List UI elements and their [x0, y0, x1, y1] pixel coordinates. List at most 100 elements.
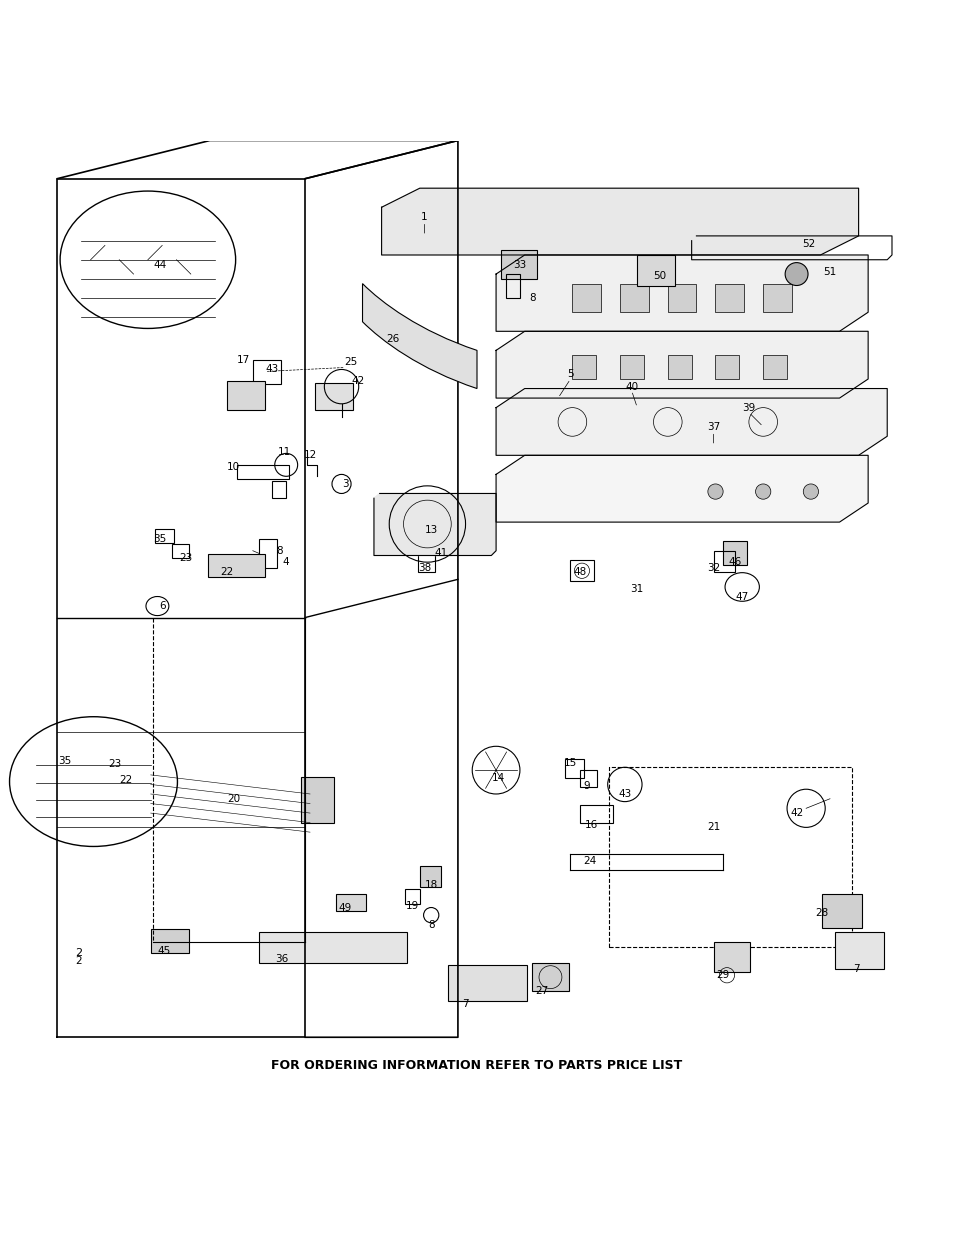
Text: FOR ORDERING INFORMATION REFER TO PARTS PRICE LIST: FOR ORDERING INFORMATION REFER TO PARTS … — [271, 1060, 682, 1072]
Text: 25: 25 — [344, 357, 357, 367]
Bar — [151, 930, 189, 953]
Bar — [579, 805, 613, 823]
Bar — [570, 561, 594, 582]
Text: 14: 14 — [491, 773, 504, 783]
Text: 21: 21 — [706, 823, 720, 832]
Text: 6: 6 — [159, 601, 165, 611]
Text: 10: 10 — [227, 462, 240, 472]
Text: 35: 35 — [153, 535, 167, 545]
Bar — [253, 359, 281, 384]
Bar — [259, 540, 276, 568]
Bar — [500, 251, 537, 279]
Bar — [637, 254, 675, 285]
Text: 43: 43 — [265, 364, 278, 374]
Text: 48: 48 — [573, 567, 586, 577]
Bar — [434, 541, 451, 556]
Ellipse shape — [784, 263, 807, 285]
Text: 18: 18 — [424, 879, 437, 889]
Bar — [154, 529, 173, 543]
Bar — [579, 771, 597, 787]
Text: 36: 36 — [274, 953, 288, 965]
Text: 15: 15 — [563, 757, 577, 767]
Bar — [722, 541, 746, 566]
Text: 12: 12 — [303, 451, 316, 461]
Text: 29: 29 — [716, 971, 729, 981]
Bar — [448, 965, 526, 1002]
Text: 35: 35 — [58, 756, 71, 766]
Bar — [667, 284, 696, 312]
Bar — [314, 383, 353, 410]
Text: 44: 44 — [153, 259, 167, 269]
Text: 9: 9 — [583, 782, 589, 792]
Text: 46: 46 — [727, 557, 740, 567]
Text: 13: 13 — [424, 525, 437, 535]
Text: 23: 23 — [108, 760, 121, 769]
Polygon shape — [381, 188, 858, 254]
Bar — [572, 356, 596, 379]
Text: 8: 8 — [428, 920, 434, 930]
Text: 28: 28 — [815, 908, 828, 919]
Ellipse shape — [707, 484, 722, 499]
Text: 4: 4 — [283, 557, 289, 567]
Text: 37: 37 — [706, 421, 720, 432]
Bar — [236, 464, 289, 479]
Bar — [762, 356, 786, 379]
Bar — [300, 777, 334, 823]
Bar — [259, 932, 407, 963]
Text: 52: 52 — [801, 238, 815, 248]
Text: 50: 50 — [653, 270, 666, 282]
Text: 51: 51 — [822, 267, 836, 277]
Bar — [505, 274, 519, 298]
Bar — [419, 866, 440, 887]
Text: 49: 49 — [338, 904, 352, 914]
Text: 17: 17 — [236, 354, 250, 364]
Text: 38: 38 — [417, 563, 431, 573]
Text: 5: 5 — [567, 369, 573, 379]
Text: 2: 2 — [74, 948, 82, 958]
Text: 20: 20 — [227, 794, 240, 804]
Bar — [532, 963, 568, 992]
Text: 22: 22 — [119, 774, 132, 784]
Text: 11: 11 — [277, 447, 291, 457]
Ellipse shape — [802, 484, 818, 499]
Text: 40: 40 — [624, 382, 638, 391]
Text: 33: 33 — [513, 259, 526, 269]
Bar — [417, 551, 435, 572]
Text: 32: 32 — [706, 563, 720, 573]
Text: 7: 7 — [853, 963, 859, 973]
Text: 3: 3 — [342, 479, 348, 489]
Text: 16: 16 — [584, 820, 598, 830]
Bar — [667, 356, 691, 379]
Text: 19: 19 — [405, 900, 418, 910]
Polygon shape — [496, 389, 886, 456]
Ellipse shape — [755, 484, 770, 499]
Bar — [405, 889, 419, 904]
Text: 31: 31 — [630, 584, 643, 594]
Text: 41: 41 — [434, 547, 447, 558]
Text: 23: 23 — [179, 553, 193, 563]
Text: 39: 39 — [741, 403, 755, 412]
Bar — [713, 942, 749, 972]
Bar — [208, 553, 265, 578]
Text: 42: 42 — [789, 808, 802, 818]
Text: 1: 1 — [421, 212, 427, 222]
Bar — [715, 284, 743, 312]
Bar — [335, 894, 366, 911]
Text: 24: 24 — [582, 856, 596, 866]
Text: 42: 42 — [351, 375, 364, 385]
Polygon shape — [496, 456, 867, 522]
Bar — [715, 356, 739, 379]
Bar — [713, 551, 734, 572]
Bar — [619, 356, 643, 379]
Text: 2: 2 — [75, 956, 81, 966]
Text: 27: 27 — [535, 987, 548, 997]
Bar — [762, 284, 791, 312]
Bar — [564, 758, 583, 778]
Text: 47: 47 — [735, 592, 748, 601]
Text: 26: 26 — [386, 333, 399, 343]
Text: 22: 22 — [220, 567, 233, 577]
Text: 8: 8 — [276, 546, 282, 556]
Polygon shape — [496, 254, 867, 331]
Polygon shape — [374, 494, 496, 556]
Text: 8: 8 — [529, 293, 535, 303]
